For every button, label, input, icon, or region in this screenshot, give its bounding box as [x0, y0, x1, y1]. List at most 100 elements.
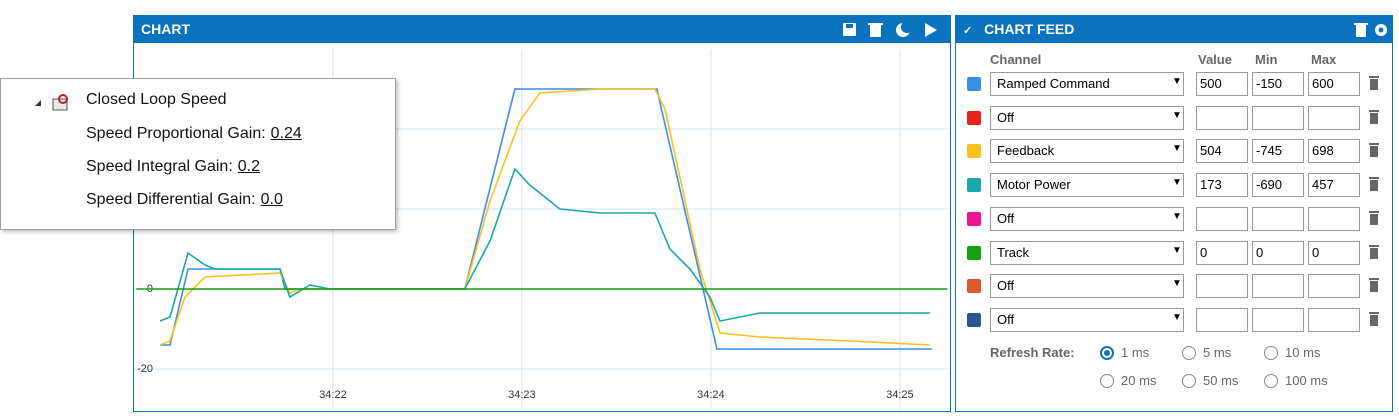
delete-icon-lid	[868, 23, 883, 25]
properties-popup: Closed Loop Speed Speed Proportional Gai…	[0, 78, 396, 230]
channel-max[interactable]	[1308, 206, 1360, 231]
delete-channel[interactable]	[1368, 244, 1380, 260]
gain-row: Speed Differential Gain: 0.0	[86, 191, 283, 209]
delete-channel[interactable]	[1368, 176, 1380, 192]
channel-max[interactable]	[1308, 307, 1360, 332]
refresh-label: Refresh Rate:	[990, 345, 1075, 360]
delete-channel[interactable]	[1368, 277, 1380, 293]
refresh-radio[interactable]	[1100, 374, 1114, 388]
channel-color[interactable]	[967, 211, 981, 226]
dropdown-arrow: ▼	[1172, 177, 1182, 189]
gain-value[interactable]: 0.2	[237, 158, 261, 175]
refresh-option: 1 ms	[1121, 345, 1150, 360]
gain-row: Speed Integral Gain: 0.2	[86, 158, 260, 176]
channel-max[interactable]	[1308, 274, 1360, 299]
tree-node-title: Closed Loop Speed	[86, 91, 227, 108]
trash-icon	[1369, 278, 1379, 293]
delete-channel[interactable]	[1368, 109, 1380, 125]
channel-max[interactable]: 698	[1308, 139, 1360, 164]
refresh-option: 50 ms	[1203, 373, 1239, 388]
channel-select[interactable]: Feedback	[990, 139, 1184, 164]
channel-min[interactable]: -150	[1252, 72, 1304, 96]
dropdown-arrow: ▼	[1172, 210, 1182, 222]
channel-max[interactable]: 0	[1308, 240, 1360, 265]
channel-select[interactable]: Off	[990, 274, 1184, 299]
delete-channel[interactable]	[1368, 75, 1380, 91]
channel-color[interactable]	[967, 245, 981, 260]
channel-min[interactable]	[1252, 274, 1304, 299]
delete-channel[interactable]	[1368, 142, 1380, 158]
channel-value[interactable]: 504	[1196, 139, 1248, 164]
channel-value[interactable]	[1196, 105, 1248, 130]
dropdown-arrow: ▼	[1172, 244, 1182, 256]
channel-min[interactable]	[1252, 206, 1304, 231]
refresh-radio[interactable]	[1182, 374, 1196, 388]
delete-channel[interactable]	[1368, 311, 1380, 327]
channel-color[interactable]	[967, 144, 981, 159]
delete-icon-lid	[1354, 23, 1368, 25]
feed-toolbar	[1354, 23, 1387, 37]
gain-value[interactable]: 0.24	[270, 125, 302, 142]
y-tick-label: -20	[137, 363, 153, 375]
channel-min[interactable]	[1252, 105, 1304, 130]
gain-row: Speed Proportional Gain: 0.24	[86, 125, 302, 143]
trash-icon	[1369, 177, 1379, 192]
channel-color[interactable]	[967, 110, 981, 125]
trash-icon	[1369, 76, 1379, 90]
channel-min[interactable]: 0	[1252, 240, 1304, 265]
delete-channel[interactable]	[1368, 210, 1380, 226]
channel-select[interactable]: Motor Power	[990, 173, 1184, 198]
trash-icon	[1369, 109, 1379, 124]
column-header: Min	[1255, 52, 1278, 67]
series-line	[159, 167, 930, 322]
channel-value[interactable]	[1196, 307, 1248, 332]
chart-title: CHART	[141, 21, 190, 37]
channel-select[interactable]: Off	[990, 307, 1184, 332]
refresh-radio[interactable]	[1264, 374, 1278, 388]
refresh-radio[interactable]	[1100, 346, 1114, 360]
channel-value[interactable]: 500	[1196, 72, 1248, 96]
channel-select[interactable]: Ramped Command	[990, 72, 1184, 96]
channel-color[interactable]	[967, 77, 981, 91]
tree-icons	[35, 94, 68, 111]
play-icon[interactable]	[925, 23, 937, 37]
x-tick-label: 34:22	[319, 389, 347, 401]
channel-min[interactable]: -690	[1252, 173, 1304, 198]
channel-min[interactable]	[1252, 307, 1304, 332]
channel-select[interactable]: Off	[990, 206, 1184, 231]
expand-arrow[interactable]	[35, 100, 41, 106]
x-tick-label: 34:23	[508, 389, 536, 401]
refresh-radio[interactable]	[1182, 346, 1196, 360]
gain-label: Speed Integral Gain:	[86, 158, 233, 175]
trash-icon	[1369, 244, 1379, 259]
channel-color[interactable]	[967, 312, 981, 327]
x-tick-label: 34:24	[697, 389, 725, 401]
channel-max[interactable]: 600	[1308, 72, 1360, 96]
channel-value[interactable]	[1196, 206, 1248, 231]
delete-icon[interactable]	[1356, 25, 1366, 37]
column-header: Value	[1198, 52, 1232, 67]
channel-value[interactable]	[1196, 274, 1248, 299]
channel-min[interactable]: -745	[1252, 139, 1304, 164]
chart-header: CHART	[133, 15, 951, 43]
column-header: Max	[1311, 52, 1337, 67]
delete-icon[interactable]	[870, 25, 881, 37]
channel-select[interactable]: Track	[990, 240, 1184, 265]
save-icon-detail	[846, 24, 853, 28]
channel-max[interactable]: 457	[1308, 173, 1360, 198]
x-tick-label: 34:25	[886, 389, 914, 401]
gain-label: Speed Differential Gain:	[86, 191, 256, 208]
channel-color[interactable]	[967, 178, 981, 193]
refresh-radio[interactable]	[1264, 346, 1278, 360]
collapse-check[interactable]: ✓	[963, 25, 973, 37]
dropdown-arrow: ▼	[1172, 311, 1182, 323]
channel-value[interactable]: 0	[1196, 240, 1248, 265]
channel-max[interactable]	[1308, 105, 1360, 130]
gain-value[interactable]: 0.0	[260, 191, 283, 208]
channel-select[interactable]: Off	[990, 105, 1184, 130]
channel-value[interactable]: 173	[1196, 173, 1248, 198]
series-line	[159, 88, 930, 346]
channel-color[interactable]	[967, 279, 981, 294]
